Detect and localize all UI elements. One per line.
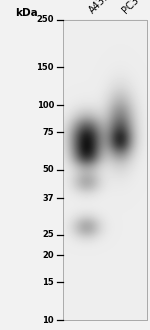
Text: 100: 100 — [37, 101, 54, 110]
Text: PC3: PC3 — [120, 0, 140, 15]
Text: 75: 75 — [42, 128, 54, 137]
Text: 20: 20 — [42, 251, 54, 260]
Bar — [63, 20, 147, 320]
Text: A431: A431 — [87, 0, 112, 15]
Text: 15: 15 — [42, 278, 54, 287]
Text: 10: 10 — [42, 315, 54, 325]
Text: kDa: kDa — [16, 8, 38, 18]
Text: 150: 150 — [36, 63, 54, 72]
Text: 50: 50 — [42, 165, 54, 175]
Bar — [63, 20, 147, 320]
Text: 250: 250 — [36, 15, 54, 24]
Text: 25: 25 — [42, 230, 54, 239]
Text: 37: 37 — [42, 193, 54, 203]
